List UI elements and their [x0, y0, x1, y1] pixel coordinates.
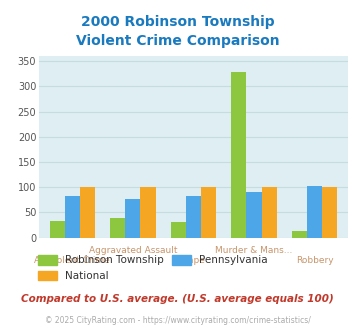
- Bar: [246, 192, 262, 238]
- Text: Compared to U.S. average. (U.S. average equals 100): Compared to U.S. average. (U.S. average …: [21, 294, 334, 304]
- Bar: [201, 187, 216, 238]
- Bar: [80, 187, 95, 238]
- Legend: Robinson Township, National, Pennsylvania: Robinson Township, National, Pennsylvani…: [34, 251, 272, 285]
- Bar: [171, 222, 186, 238]
- Text: 2000 Robinson Township
Violent Crime Comparison: 2000 Robinson Township Violent Crime Com…: [76, 15, 279, 49]
- Bar: [65, 196, 80, 238]
- Bar: [141, 187, 155, 238]
- Bar: [292, 231, 307, 238]
- Bar: [186, 196, 201, 238]
- Text: Murder & Mans...: Murder & Mans...: [215, 246, 293, 255]
- Text: Robbery: Robbery: [296, 256, 333, 265]
- Bar: [110, 218, 125, 238]
- Text: Aggravated Assault: Aggravated Assault: [89, 246, 177, 255]
- Text: © 2025 CityRating.com - https://www.cityrating.com/crime-statistics/: © 2025 CityRating.com - https://www.city…: [45, 316, 310, 325]
- Bar: [50, 221, 65, 238]
- Text: Rape: Rape: [182, 256, 205, 265]
- Bar: [262, 187, 277, 238]
- Bar: [307, 186, 322, 238]
- Bar: [231, 72, 246, 238]
- Bar: [125, 199, 141, 238]
- Bar: [322, 187, 337, 238]
- Text: All Violent Crime: All Violent Crime: [34, 256, 110, 265]
